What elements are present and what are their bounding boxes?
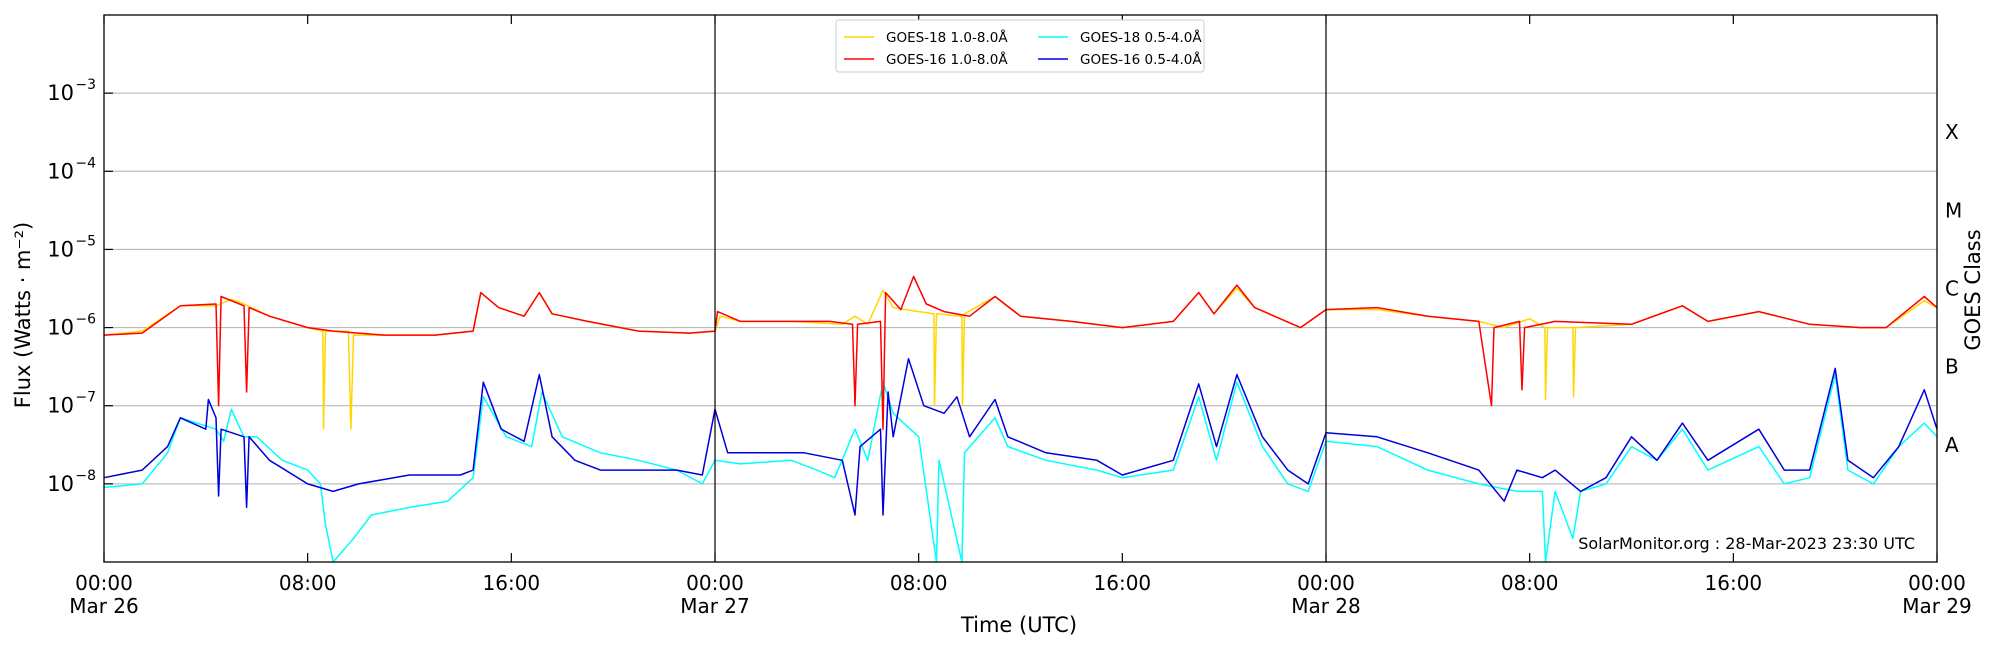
- legend-box: [835, 19, 1205, 73]
- legend-label: GOES-18 1.0-8.0Å: [886, 29, 1008, 46]
- y-tick-exponent: −5: [75, 233, 96, 249]
- y-tick-exponent: −8: [75, 468, 96, 484]
- y-tick-label: 10: [47, 394, 74, 418]
- x-tick-label: 00:00: [1297, 571, 1355, 595]
- y-tick-exponent: −7: [75, 390, 96, 406]
- y-axis-label: Flux (Watts · m⁻²): [11, 222, 35, 408]
- y-axis-right-label: GOES Class: [1961, 229, 1985, 350]
- x-tick-label: 08:00: [279, 571, 337, 595]
- y-tick-label: 10: [47, 237, 74, 261]
- y-tick-exponent: −4: [75, 155, 96, 171]
- goes-class-A: A: [1945, 433, 1959, 457]
- series-line-0: [103, 287, 1938, 430]
- goes-class-C: C: [1945, 277, 1959, 301]
- series-lines: [103, 275, 1938, 563]
- x-tick-label: 16:00: [1094, 571, 1152, 595]
- x-tick-date-label: Mar 27: [680, 594, 750, 618]
- x-tick-date-label: Mar 26: [69, 594, 139, 618]
- x-tick-label: 00:00: [1908, 571, 1966, 595]
- legend: GOES-18 1.0-8.0Å GOES-16 1.0-8.0Å GOES-18 …: [835, 19, 1205, 73]
- grid-lines: [104, 92, 1937, 485]
- x-tick-label: 00:00: [75, 571, 133, 595]
- series-line-3: [103, 357, 1938, 516]
- series-line-1: [103, 373, 1938, 563]
- series-line-2: [103, 275, 1938, 430]
- y-tick-label: 10: [47, 81, 74, 105]
- legend-label: GOES-16 0.5-4.0Å: [1080, 51, 1202, 68]
- x-tick-label: 08:00: [1501, 571, 1559, 595]
- x-tick-label: 16:00: [1705, 571, 1763, 595]
- day-boundary-lines: [714, 15, 1327, 562]
- x-tick-label: 16:00: [483, 571, 541, 595]
- y-tick-label: 10: [47, 472, 74, 496]
- legend-label: GOES-16 1.0-8.0Å: [886, 51, 1008, 68]
- x-tick-date-label: Mar 28: [1291, 594, 1361, 618]
- legend-label: GOES-18 0.5-4.0Å: [1080, 29, 1202, 46]
- y-tick-label: 10: [47, 159, 74, 183]
- x-tick-label: 08:00: [890, 571, 948, 595]
- solarmonitor-annotation: SolarMonitor.org : 28-Mar-2023 23:30 UTC: [1578, 534, 1915, 553]
- x-axis-label: Time (UTC): [960, 613, 1077, 637]
- y-tick-label: 10: [47, 316, 74, 340]
- goes-class-B: B: [1945, 355, 1959, 379]
- x-tick-date-label: Mar 29: [1902, 594, 1972, 618]
- x-tick-label: 00:00: [686, 571, 744, 595]
- goes-class-labels: A B C M X: [1945, 120, 1962, 457]
- y-tick-exponent: −3: [75, 77, 96, 93]
- plot-frame: [103, 14, 1938, 563]
- y-tick-exponent: −6: [75, 312, 96, 328]
- goes-class-M: M: [1945, 198, 1962, 222]
- goes-class-X: X: [1945, 120, 1959, 144]
